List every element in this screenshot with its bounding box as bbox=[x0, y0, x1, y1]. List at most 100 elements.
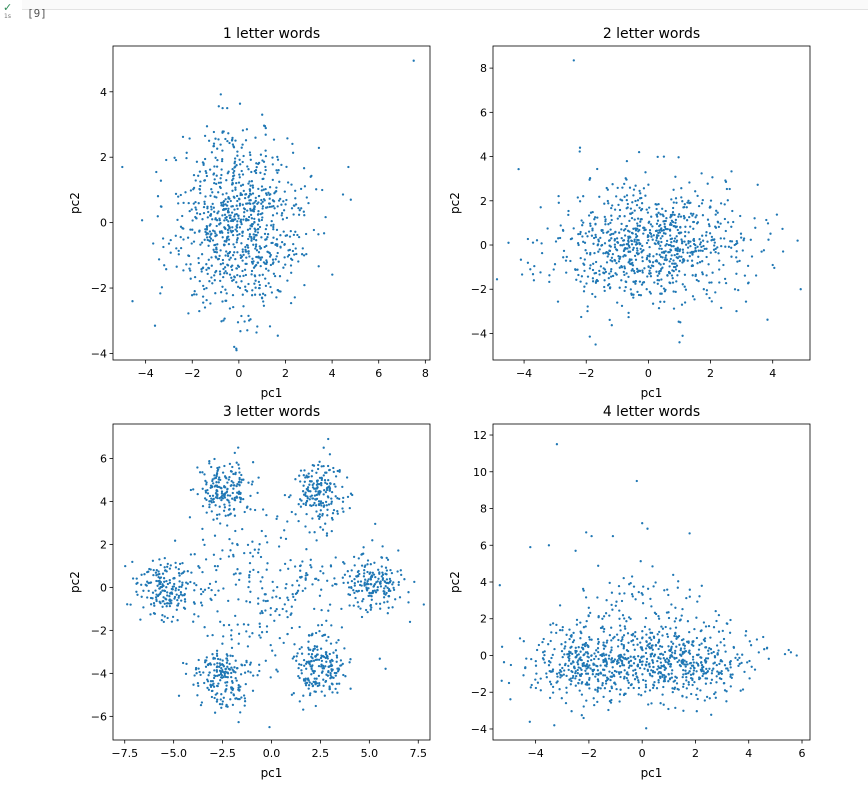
scatter-point bbox=[315, 188, 318, 191]
scatter-point bbox=[233, 157, 237, 160]
scatter-point bbox=[258, 274, 261, 277]
scatter-point bbox=[308, 483, 311, 486]
scatter-point bbox=[236, 491, 239, 494]
scatter-point bbox=[162, 245, 165, 249]
scatter-point bbox=[612, 659, 615, 663]
scatter-point bbox=[170, 592, 174, 595]
scatter-point bbox=[632, 585, 636, 588]
scatter-point bbox=[290, 183, 293, 186]
scatter-point bbox=[730, 246, 733, 249]
scatter-point bbox=[236, 251, 239, 254]
scatter-point bbox=[708, 206, 711, 209]
scatter-point bbox=[660, 652, 663, 655]
scatter-point bbox=[211, 494, 215, 497]
scatter-point bbox=[586, 655, 589, 658]
scatter-point bbox=[234, 697, 237, 700]
scatter-point bbox=[329, 564, 333, 567]
scatter-point bbox=[704, 682, 708, 685]
scatter-point bbox=[251, 540, 254, 543]
scatter-point bbox=[241, 259, 244, 262]
scatter-point bbox=[238, 476, 241, 480]
scatter-point bbox=[327, 609, 330, 612]
scatter-point bbox=[206, 686, 209, 690]
scatter-point bbox=[212, 682, 215, 685]
scatter-point bbox=[723, 681, 726, 685]
scatter-point bbox=[265, 513, 268, 517]
scatter-point bbox=[159, 580, 163, 584]
scatter-point bbox=[536, 681, 540, 684]
scatter-point bbox=[630, 258, 633, 261]
scatter-point bbox=[591, 668, 594, 672]
scatter-point bbox=[529, 268, 532, 271]
scatter-point bbox=[685, 219, 689, 222]
scatter-point bbox=[642, 226, 645, 229]
scatter-point bbox=[259, 153, 263, 156]
scatter-point bbox=[661, 634, 664, 637]
scatter-point bbox=[705, 695, 709, 699]
scatter-point bbox=[290, 510, 293, 514]
scatter-point bbox=[239, 330, 242, 333]
scatter-point bbox=[644, 679, 647, 683]
scatter-point bbox=[639, 220, 642, 223]
scatter-point bbox=[659, 255, 663, 258]
scatter-point bbox=[692, 666, 696, 669]
scatter-point bbox=[629, 659, 633, 662]
scatter-point bbox=[767, 238, 770, 241]
scatter-point bbox=[363, 565, 366, 569]
scatter-point bbox=[641, 673, 644, 676]
scatter-point bbox=[184, 672, 188, 676]
scatter-point bbox=[271, 580, 274, 584]
scatter-point bbox=[710, 235, 714, 239]
scatter-point bbox=[657, 681, 660, 684]
scatter-point bbox=[244, 288, 247, 292]
scatter-point bbox=[660, 251, 664, 254]
scatter-point bbox=[224, 690, 227, 693]
scatter-point bbox=[650, 235, 653, 238]
scatter-point bbox=[261, 576, 264, 579]
scatter-point bbox=[720, 244, 723, 248]
scatter-point bbox=[199, 180, 202, 183]
scatter-point bbox=[364, 578, 367, 581]
scatter-point bbox=[625, 620, 628, 623]
scatter-point bbox=[189, 269, 192, 272]
scatter-point bbox=[303, 664, 306, 667]
scatter-point bbox=[215, 649, 219, 652]
scatter-point bbox=[731, 209, 734, 213]
scatter-point bbox=[680, 238, 683, 241]
scatter-point bbox=[247, 196, 250, 199]
scatter-point bbox=[686, 251, 689, 254]
scatter-point bbox=[563, 653, 566, 656]
scatter-point bbox=[673, 240, 676, 243]
scatter-point bbox=[579, 621, 582, 624]
scatter-point bbox=[257, 476, 260, 479]
scatter-point bbox=[677, 156, 680, 159]
scatter-point bbox=[179, 225, 183, 228]
scatter-point bbox=[257, 286, 261, 290]
scatter-point bbox=[586, 275, 590, 278]
scatter-point bbox=[545, 676, 548, 679]
scatter-point bbox=[209, 237, 213, 240]
scatter-point bbox=[195, 217, 198, 220]
scatter-point bbox=[599, 236, 602, 240]
scatter-point bbox=[193, 231, 196, 234]
scatter-point bbox=[316, 485, 319, 489]
scatter-point bbox=[579, 280, 582, 283]
scatter-point bbox=[238, 275, 242, 278]
scatter-point bbox=[539, 271, 542, 274]
scatter-point bbox=[577, 666, 580, 669]
scatter-point bbox=[159, 576, 163, 579]
scatter-point bbox=[607, 657, 611, 660]
scatter-point bbox=[264, 187, 267, 191]
scatter-point bbox=[539, 689, 542, 692]
scatter-point bbox=[330, 516, 334, 520]
scatter-point bbox=[659, 702, 662, 705]
scatter-point bbox=[565, 255, 568, 259]
scatter-point bbox=[645, 208, 648, 211]
scatter-point bbox=[247, 670, 250, 673]
scatter-point bbox=[592, 242, 595, 245]
scatter-point bbox=[596, 244, 599, 247]
scatter-point bbox=[625, 159, 629, 163]
scatter-point bbox=[336, 510, 339, 513]
y-tick-label: −2 bbox=[91, 282, 107, 295]
